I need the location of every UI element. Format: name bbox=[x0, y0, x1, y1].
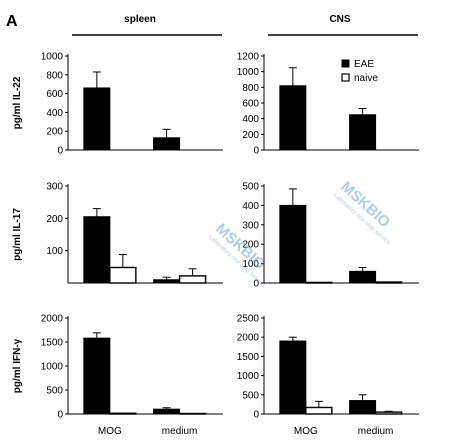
watermark-right: MSKBIO Laboratory one stop service bbox=[332, 178, 394, 247]
column-title-spleen: spleen bbox=[124, 14, 156, 25]
bar-eae-medium bbox=[349, 114, 377, 151]
bar-eae-mog bbox=[83, 216, 111, 284]
bar-eae-medium bbox=[153, 137, 181, 151]
y-tick-label: 1500 bbox=[237, 352, 260, 363]
chart-cns-2: 0 500 1000 1500 2000 2500 MOG medium bbox=[237, 314, 419, 437]
y-tick-label: 0 bbox=[253, 410, 259, 421]
legend: EAE naive bbox=[341, 59, 378, 84]
y-tick-label: 200 bbox=[46, 214, 63, 225]
bar-eae-medium bbox=[153, 279, 181, 284]
bar-naive-mog bbox=[305, 406, 333, 415]
y-tick-label: 400 bbox=[46, 108, 63, 119]
bar-eae-medium bbox=[153, 408, 181, 415]
category-label-medium: medium bbox=[358, 426, 394, 437]
bar-naive-medium bbox=[374, 281, 403, 284]
y-tick-label: 200 bbox=[242, 240, 259, 251]
y-tick-label: 1000 bbox=[41, 52, 64, 63]
bar-eae-mog bbox=[83, 87, 111, 151]
y-axis-label: pg/ml IL-17 bbox=[12, 208, 23, 261]
y-axis-label: pg/ml IL-22 bbox=[12, 76, 23, 129]
y-tick-label: 0 bbox=[57, 146, 63, 157]
y-tick-label: 300 bbox=[242, 220, 259, 231]
y-tick-label: 0 bbox=[253, 279, 259, 290]
y-tick-label: 1000 bbox=[237, 371, 260, 382]
y-tick-label: 2000 bbox=[237, 333, 260, 344]
y-tick-label: 500 bbox=[242, 182, 259, 193]
y-tick-label: 500 bbox=[46, 386, 63, 397]
legend-swatch-eae bbox=[341, 59, 350, 68]
chart-spleen-1: 100 200 300 pg/ml IL-17 bbox=[12, 182, 223, 284]
bar-eae-mog bbox=[279, 204, 307, 284]
y-tick-label: 800 bbox=[242, 83, 259, 94]
bar-eae-medium bbox=[349, 400, 377, 415]
y-tick-label: 2000 bbox=[41, 314, 64, 325]
y-tick-label: 400 bbox=[242, 201, 259, 212]
chart-cns-0: 0 200 400 600 800 1000 1200 bbox=[237, 52, 419, 157]
y-tick-label: 200 bbox=[242, 130, 259, 141]
bar-eae-mog bbox=[279, 340, 307, 415]
y-tick-label: 600 bbox=[46, 89, 63, 100]
y-tick-label: 200 bbox=[46, 127, 63, 138]
y-tick-label: 300 bbox=[46, 182, 63, 193]
chart-spleen-2: 0 500 1000 1500 2000 pg/ml IFN-γ MOG medium bbox=[12, 314, 223, 437]
legend-label-naive: naive bbox=[354, 73, 378, 84]
bar-naive-medium bbox=[374, 411, 403, 415]
y-tick-label: 1500 bbox=[41, 338, 64, 349]
y-tick-label: 1200 bbox=[237, 52, 260, 63]
category-label-mog: MOG bbox=[294, 426, 318, 437]
panel-letter: A bbox=[6, 13, 18, 30]
y-tick-label: 800 bbox=[46, 70, 63, 81]
bar-eae-mog bbox=[279, 85, 307, 151]
bar-naive-mog bbox=[109, 266, 137, 284]
bar-naive-medium bbox=[178, 275, 207, 284]
y-tick-label: 0 bbox=[253, 146, 259, 157]
y-tick-label: 100 bbox=[46, 246, 63, 257]
y-axis-label: pg/ml IFN-γ bbox=[12, 338, 23, 393]
chart-cns-1: 0 100 200 300 400 500 bbox=[242, 182, 419, 290]
legend-swatch-naive bbox=[341, 73, 350, 82]
y-tick-label: 400 bbox=[242, 114, 259, 125]
category-label-mog: MOG bbox=[98, 426, 122, 437]
y-tick-label: 0 bbox=[57, 410, 63, 421]
y-tick-label: 600 bbox=[242, 99, 259, 110]
chart-spleen-0: 0 200 400 600 800 1000 pg/ml IL-22 bbox=[12, 52, 223, 157]
y-tick-label: 500 bbox=[242, 390, 259, 401]
legend-label-eae: EAE bbox=[354, 59, 374, 70]
y-tick-label: 2500 bbox=[237, 314, 260, 325]
column-title-cns: CNS bbox=[329, 14, 350, 25]
bar-eae-medium bbox=[349, 270, 377, 284]
y-tick-label: 1000 bbox=[237, 67, 260, 78]
y-tick-label: 100 bbox=[242, 259, 259, 270]
bar-naive-mog bbox=[305, 281, 333, 284]
category-label-medium: medium bbox=[162, 426, 198, 437]
bar-eae-mog bbox=[83, 337, 111, 415]
bar-naive-mog bbox=[109, 412, 137, 415]
y-tick-label: 1000 bbox=[41, 362, 64, 373]
